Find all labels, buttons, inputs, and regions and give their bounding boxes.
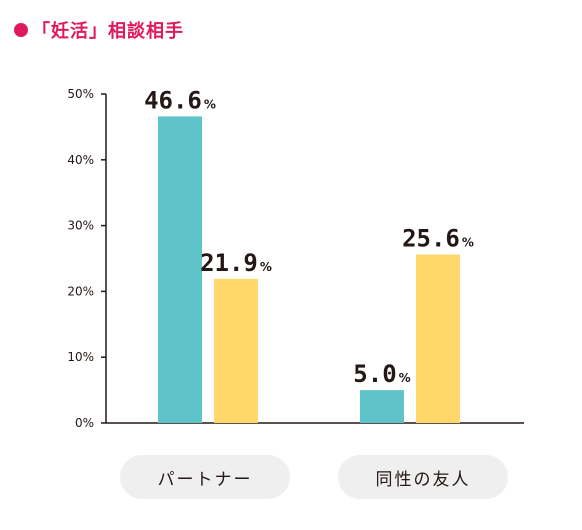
y-tick-label: 40% <box>67 153 94 167</box>
category-pill-0: パートナー <box>120 455 290 499</box>
category-label-1: 同性の友人 <box>375 469 471 490</box>
y-tick-label: 10% <box>67 350 94 364</box>
title-bullet-icon <box>14 23 28 37</box>
data-labels: 46.6 % 5.0 % 21.9 % 25.6% <box>144 86 474 388</box>
bar <box>214 278 258 423</box>
y-tick-label: 30% <box>67 219 94 233</box>
category-label-0: パートナー <box>157 469 253 490</box>
data-label: 21.9% <box>200 249 272 277</box>
chart-title: 「妊活」相談相手 <box>14 16 184 44</box>
bar <box>158 116 202 423</box>
bar <box>416 254 460 423</box>
bar <box>360 390 404 423</box>
y-tick-label: 20% <box>67 284 94 298</box>
chart-title-text: 「妊活」相談相手 <box>32 21 184 42</box>
data-label: 25.6% <box>402 225 474 253</box>
data-label: 46.6% <box>144 86 216 114</box>
y-tick-label: 0% <box>75 416 94 430</box>
bars <box>158 116 460 423</box>
y-tick-label: 50% <box>67 87 94 101</box>
category-pill-1: 同性の友人 <box>338 455 508 499</box>
data-label: 5.0% <box>353 360 410 388</box>
